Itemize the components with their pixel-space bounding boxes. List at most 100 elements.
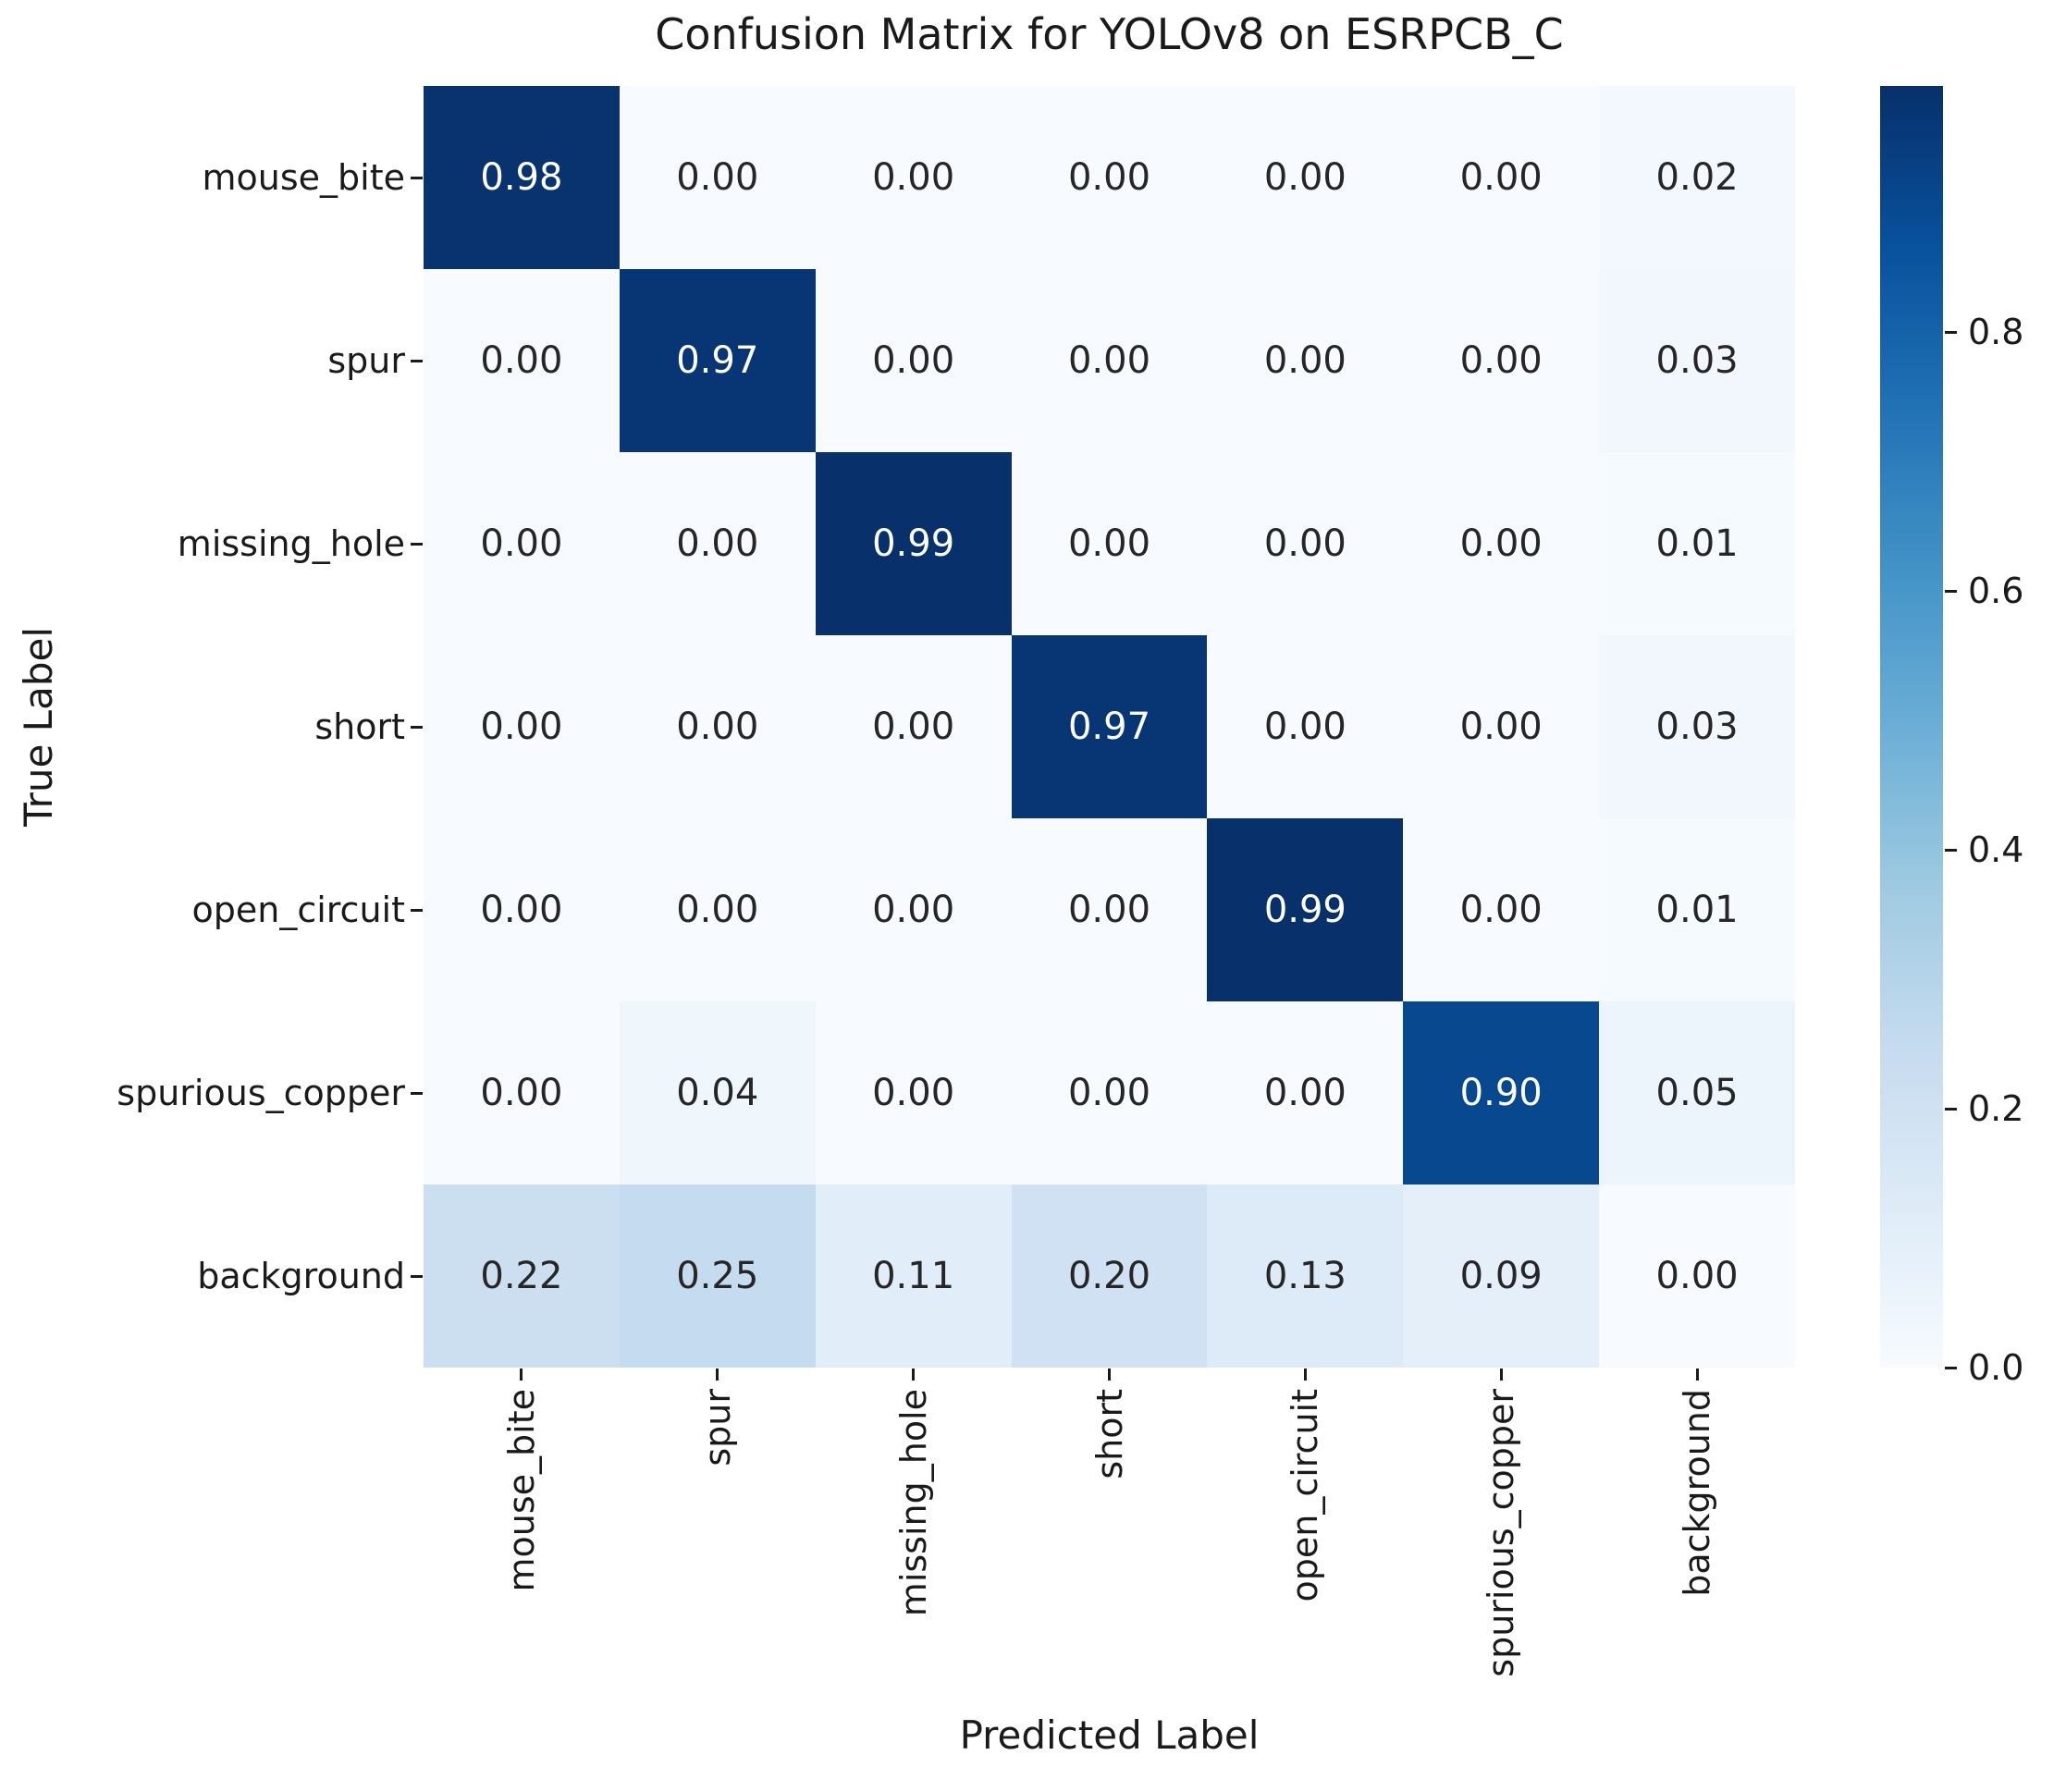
heatmap-cell: 0.00: [424, 818, 620, 1001]
heatmap-cell: 0.00: [1207, 635, 1404, 818]
heatmap-cell: 0.00: [424, 1001, 620, 1184]
cell-value: 0.09: [1459, 1255, 1543, 1297]
y-tick-mark: [411, 542, 423, 546]
cell-value: 0.02: [1655, 156, 1739, 199]
y-tick-label: open_circuit: [191, 890, 405, 930]
x-tick-label: mouse_bite: [500, 1389, 542, 1592]
heatmap-cell: 0.00: [619, 635, 816, 818]
heatmap-cell: 0.03: [1599, 269, 1795, 452]
colorbar-tick-label: 0.2: [1968, 1088, 2024, 1129]
heatmap-cell: 0.00: [1207, 452, 1404, 635]
x-tick-mark: [1108, 1369, 1111, 1381]
cell-value: 0.97: [676, 339, 759, 382]
heatmap-cell: 0.22: [424, 1184, 620, 1368]
heatmap-cell: 0.99: [1207, 818, 1404, 1001]
y-tick-mark: [411, 1091, 423, 1095]
colorbar-tick-label: 0.4: [1968, 829, 2024, 870]
cell-value: 0.98: [480, 156, 563, 199]
heatmap-cell: 0.97: [1011, 635, 1208, 818]
cell-value: 0.00: [480, 522, 563, 565]
heatmap-cell: 0.00: [1207, 1001, 1404, 1184]
heatmap-cell: 0.90: [1403, 1001, 1600, 1184]
x-tick-label: short: [1088, 1389, 1130, 1479]
heatmap-cell: 0.00: [815, 1001, 1012, 1184]
x-tick-mark: [1499, 1369, 1503, 1381]
heatmap-cell: 0.00: [1011, 452, 1208, 635]
y-tick-label: short: [314, 706, 405, 747]
x-tick-mark: [912, 1369, 916, 1381]
cell-value: 0.99: [872, 522, 955, 565]
heatmap-cell: 0.00: [1403, 269, 1600, 452]
cell-value: 0.25: [676, 1255, 759, 1297]
heatmap-cell: 0.00: [1207, 269, 1404, 452]
heatmap-cell: 0.00: [1207, 86, 1404, 269]
colorbar-tick-label: 0.0: [1968, 1347, 2024, 1388]
cell-value: 0.00: [1459, 339, 1543, 382]
cell-value: 0.00: [1263, 1072, 1347, 1114]
cell-value: 0.00: [1263, 156, 1347, 199]
heatmap-cell: 0.00: [424, 635, 620, 818]
y-tick-label: mouse_bite: [202, 157, 405, 198]
cell-value: 0.00: [1067, 889, 1151, 931]
cell-value: 0.00: [1459, 522, 1543, 565]
cell-value: 0.00: [1263, 706, 1347, 748]
heatmap-cell: 0.00: [1011, 818, 1208, 1001]
y-tick-mark: [411, 1274, 423, 1278]
cell-value: 0.00: [676, 156, 759, 199]
heatmap-cell: 0.00: [619, 818, 816, 1001]
x-tick-label-container: open_circuit: [1277, 1389, 1333, 1602]
heatmap-cell: 0.03: [1599, 635, 1795, 818]
heatmap-cell: 0.00: [619, 452, 816, 635]
cell-value: 0.03: [1655, 706, 1739, 748]
cell-value: 0.00: [480, 889, 563, 931]
heatmap-cell: 0.00: [1011, 269, 1208, 452]
cell-value: 0.00: [480, 339, 563, 382]
y-tick-label: background: [197, 1256, 405, 1296]
heatmap-cell: 0.00: [1599, 1184, 1795, 1368]
cell-value: 0.00: [1067, 156, 1151, 199]
cell-value: 0.97: [1067, 706, 1151, 748]
heatmap-cell: 0.00: [1011, 86, 1208, 269]
heatmap-cell: 0.13: [1207, 1184, 1404, 1368]
x-tick-mark: [1303, 1369, 1307, 1381]
x-tick-label-container: spurious_copper: [1473, 1389, 1529, 1677]
cell-value: 0.00: [872, 339, 955, 382]
cell-value: 0.00: [1067, 522, 1151, 565]
y-tick-mark: [411, 725, 423, 729]
heatmap-cell: 0.00: [424, 452, 620, 635]
y-tick-mark: [411, 908, 423, 912]
colorbar-tick-mark: [1945, 848, 1957, 852]
cell-value: 0.13: [1263, 1255, 1347, 1297]
x-tick-mark: [1695, 1369, 1699, 1381]
heatmap-cell: 0.20: [1011, 1184, 1208, 1368]
cell-value: 0.00: [1459, 156, 1543, 199]
heatmap-cell: 0.00: [815, 818, 1012, 1001]
cell-value: 0.00: [480, 706, 563, 748]
cell-value: 0.03: [1655, 339, 1739, 382]
heatmap-cell: 0.00: [815, 86, 1012, 269]
heatmap-cell: 0.05: [1599, 1001, 1795, 1184]
x-tick-label: open_circuit: [1285, 1389, 1326, 1602]
x-tick-mark: [520, 1369, 523, 1381]
x-tick-label: background: [1677, 1389, 1718, 1597]
cell-value: 0.00: [872, 1072, 955, 1114]
heatmap-cell: 0.09: [1403, 1184, 1600, 1368]
x-tick-label: missing_hole: [892, 1389, 934, 1617]
cell-value: 0.00: [1459, 706, 1543, 748]
cell-value: 0.00: [872, 889, 955, 931]
cell-value: 0.01: [1655, 889, 1739, 931]
colorbar-gradient: [1880, 86, 1943, 1368]
cell-value: 0.90: [1459, 1072, 1543, 1114]
colorbar-tick-mark: [1945, 589, 1957, 593]
cell-value: 0.00: [1459, 889, 1543, 931]
heatmap-cell: 0.25: [619, 1184, 816, 1368]
x-tick-label-container: short: [1082, 1389, 1138, 1479]
y-tick-label: spur: [327, 340, 405, 381]
cell-value: 0.00: [1655, 1255, 1739, 1297]
x-axis-label: Predicted Label: [959, 1712, 1260, 1758]
cell-value: 0.00: [1263, 522, 1347, 565]
cell-value: 0.00: [872, 706, 955, 748]
colorbar-tick-mark: [1945, 330, 1957, 334]
colorbar-tick-label: 0.8: [1968, 312, 2024, 352]
